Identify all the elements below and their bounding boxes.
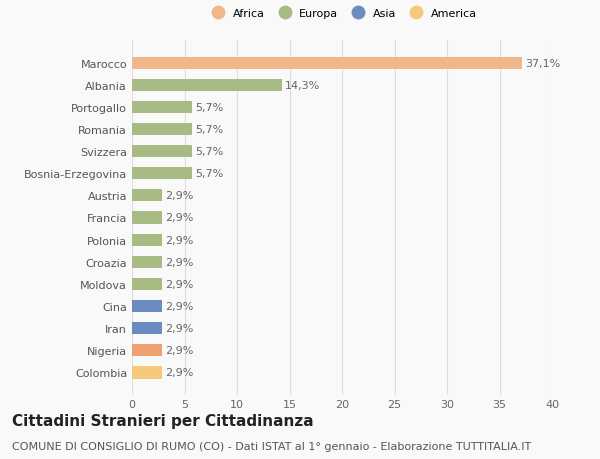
Text: 2,9%: 2,9% <box>166 235 194 245</box>
Text: 2,9%: 2,9% <box>166 191 194 201</box>
Bar <box>132 300 163 313</box>
Bar <box>132 212 163 224</box>
Text: 2,9%: 2,9% <box>166 368 194 378</box>
Bar <box>132 256 163 268</box>
Text: 14,3%: 14,3% <box>286 80 320 90</box>
Text: 2,9%: 2,9% <box>166 257 194 267</box>
Bar <box>132 344 163 357</box>
Bar <box>132 322 163 335</box>
Bar <box>132 168 192 180</box>
Text: COMUNE DI CONSIGLIO DI RUMO (CO) - Dati ISTAT al 1° gennaio - Elaborazione TUTTI: COMUNE DI CONSIGLIO DI RUMO (CO) - Dati … <box>12 441 531 451</box>
Text: 2,9%: 2,9% <box>166 346 194 356</box>
Bar <box>132 234 163 246</box>
Text: 2,9%: 2,9% <box>166 279 194 289</box>
Bar <box>132 57 521 69</box>
Legend: Africa, Europa, Asia, America: Africa, Europa, Asia, America <box>203 5 481 23</box>
Text: 2,9%: 2,9% <box>166 213 194 223</box>
Text: 5,7%: 5,7% <box>195 125 223 134</box>
Text: Cittadini Stranieri per Cittadinanza: Cittadini Stranieri per Cittadinanza <box>12 413 314 428</box>
Bar <box>132 123 192 136</box>
Bar <box>132 278 163 291</box>
Bar <box>132 367 163 379</box>
Bar <box>132 101 192 114</box>
Text: 5,7%: 5,7% <box>195 169 223 179</box>
Text: 2,9%: 2,9% <box>166 324 194 333</box>
Text: 5,7%: 5,7% <box>195 147 223 157</box>
Bar <box>132 190 163 202</box>
Text: 2,9%: 2,9% <box>166 302 194 311</box>
Text: 37,1%: 37,1% <box>525 58 560 68</box>
Bar <box>132 79 282 92</box>
Bar <box>132 146 192 158</box>
Text: 5,7%: 5,7% <box>195 103 223 112</box>
